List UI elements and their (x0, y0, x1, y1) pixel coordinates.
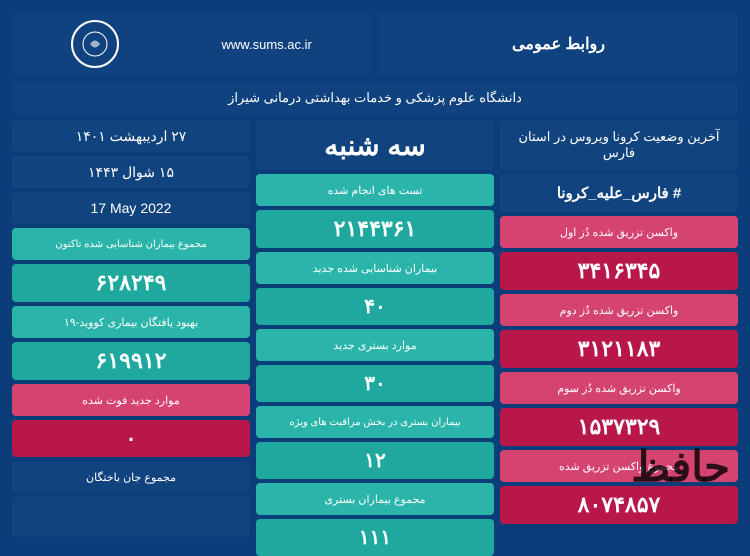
dose1-value: ۳۴۱۶۳۴۵ (500, 252, 738, 290)
status-title: آخرین وضعیت کرونا ویروس در استان فارس (500, 120, 738, 170)
logo-url-cell: www.sums.ac.ir (12, 12, 371, 76)
website-url: www.sums.ac.ir (222, 37, 312, 52)
date-persian: ۲۷ اردیبهشت ۱۴۰۱ (12, 120, 250, 152)
total-vaccine-label: مجموع واکسن تزریق شده (500, 450, 738, 482)
column-middle: سه شنبه تست های انجام شده ۲۱۴۴۳۶۱ بیمارا… (256, 120, 494, 556)
total-deaths-label: مجموع جان باختگان (12, 461, 250, 493)
total-cases-label: مجموع بیماران شناسایی شده تاکنون (12, 228, 250, 260)
icu-label: بیماران بستری در بخش مراقبت های ویژه (256, 406, 494, 438)
dose2-value: ۳۱۲۱۱۸۳ (500, 330, 738, 368)
header-row-1: روابط عمومی www.sums.ac.ir (12, 12, 738, 76)
recovered-label: بهبود یافتگان بیماری کووید-۱۹ (12, 306, 250, 338)
dose3-value: ۱۵۳۷۳۲۹ (500, 408, 738, 446)
total-vaccine-value: ۸۰۷۴۸۵۷ (500, 486, 738, 524)
new-deaths-label: موارد جدید فوت شده (12, 384, 250, 416)
new-cases-value: ۴۰ (256, 288, 494, 325)
tests-label: تست های انجام شده (256, 174, 494, 206)
dose2-label: واکسن تزریق شده دُز دوم (500, 294, 738, 326)
university-logo-icon (71, 20, 119, 68)
recovered-value: ۶۱۹۹۱۲ (12, 342, 250, 380)
day-name: سه شنبه (256, 120, 494, 170)
tests-value: ۲۱۴۴۳۶۱ (256, 210, 494, 248)
column-left: ۲۷ اردیبهشت ۱۴۰۱ ۱۵ شوال ۱۴۴۳ 17 May 202… (12, 120, 250, 556)
header-row-2: دانشگاه علوم پزشکی و خدمات بهداشتی درمان… (12, 82, 738, 114)
new-cases-label: بیماران شناسایی شده جدید (256, 252, 494, 284)
total-hosp-label: مجموع بیماران بستری (256, 483, 494, 515)
total-hosp-value: ۱۱۱ (256, 519, 494, 556)
total-deaths-value (12, 497, 250, 537)
new-deaths-value: ۰ (12, 420, 250, 457)
column-right: آخرین وضعیت کرونا ویروس در استان فارس # … (500, 120, 738, 556)
icu-value: ۱۲ (256, 442, 494, 479)
infographic-container: روابط عمومی www.sums.ac.ir دانشگاه علوم … (0, 0, 750, 500)
new-hosp-value: ۳۰ (256, 365, 494, 402)
date-arabic: ۱۵ شوال ۱۴۴۳ (12, 156, 250, 188)
new-hosp-label: موارد بستری جدید (256, 329, 494, 361)
pr-title: روابط عمومی (379, 12, 738, 76)
date-english: 17 May 2022 (12, 192, 250, 224)
hashtag: # فارس_علیه_کرونا (500, 174, 738, 212)
dose3-label: واکسن تزریق شده دُز سوم (500, 372, 738, 404)
university-name: دانشگاه علوم پزشکی و خدمات بهداشتی درمان… (12, 82, 738, 114)
dose1-label: واکسن تزریق شده دُز اول (500, 216, 738, 248)
total-cases-value: ۶۲۸۲۴۹ (12, 264, 250, 302)
data-grid: آخرین وضعیت کرونا ویروس در استان فارس # … (12, 120, 738, 556)
